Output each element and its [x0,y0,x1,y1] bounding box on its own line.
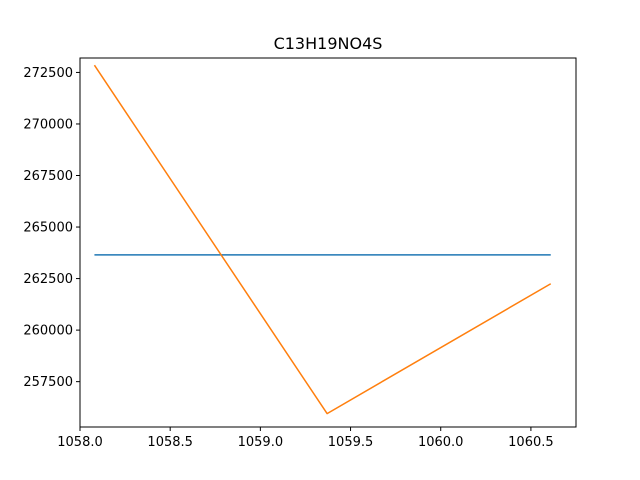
y-tick-label: 260000 [23,324,73,339]
series-layer [93,64,552,415]
x-tick-label: 1059.5 [328,435,374,450]
y-axis: 257500 260000 262500 265000 267500 270000 2725… [23,66,80,390]
x-tick-label: 1058.0 [57,435,103,450]
plot-frame [79,57,577,428]
x-axis: 1058.0 1058.5 1059.0 1059.5 1060.0 1060.5 [57,427,554,450]
y-tick-label: 265000 [23,221,73,236]
x-tick-label: 1060.5 [508,435,554,450]
series-line-1 [93,64,552,415]
y-tick-label: 270000 [23,117,73,132]
y-tick-label: 267500 [23,169,73,184]
x-tick-label: 1060.0 [418,435,464,450]
y-tick-label: 257500 [23,375,73,390]
x-tick-label: 1058.5 [147,435,193,450]
y-tick-label: 272500 [23,66,73,81]
y-tick-label: 262500 [23,272,73,287]
x-tick-label: 1059.0 [238,435,284,450]
chart-title: C13H19NO4S [274,34,383,53]
